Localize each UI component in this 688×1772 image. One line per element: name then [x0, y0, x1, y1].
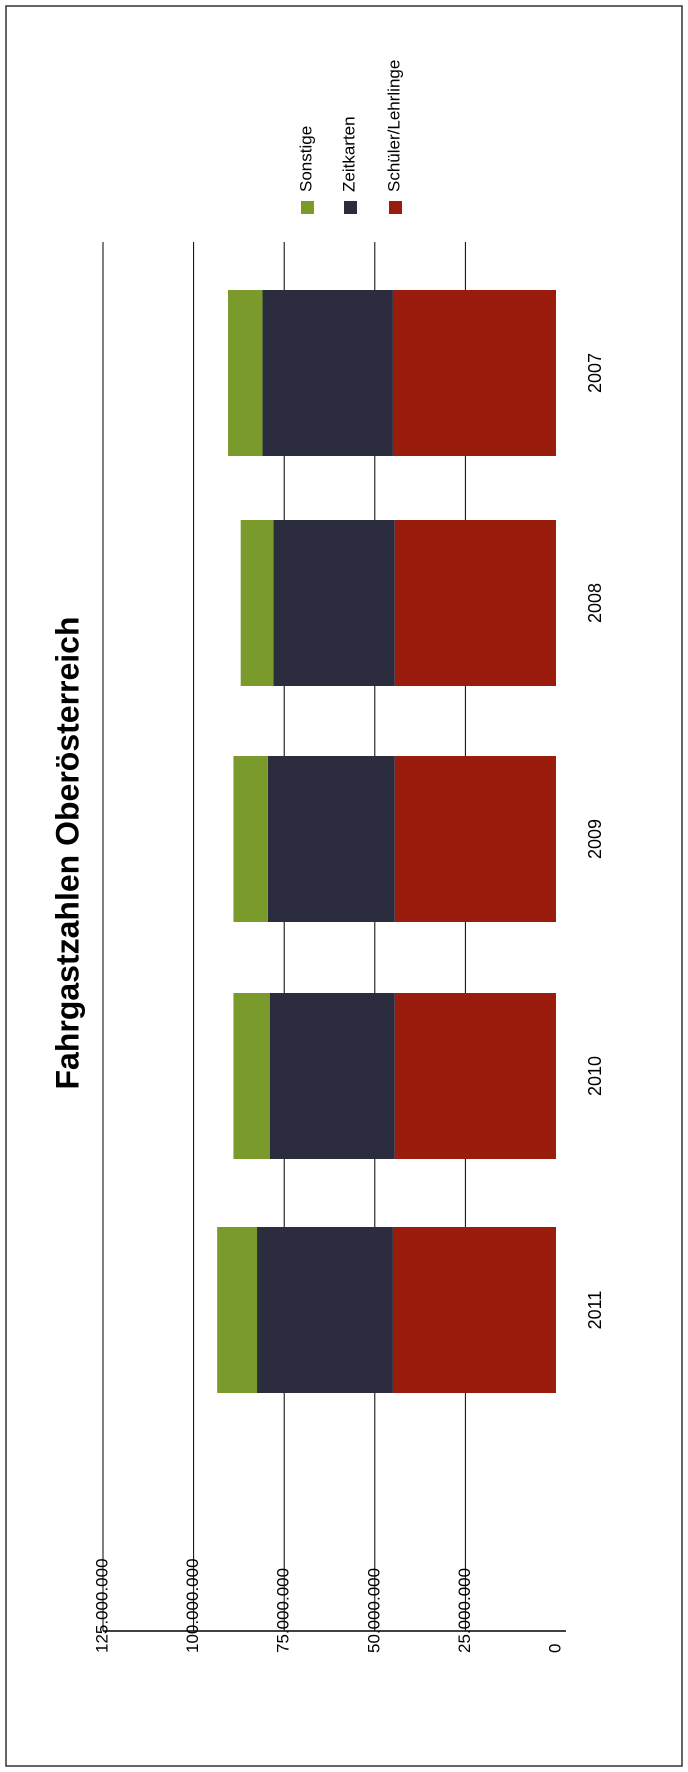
- bar-segment-2007-series-2: [228, 290, 263, 456]
- category-label: 2010: [585, 1056, 605, 1096]
- bar-segment-2009-series-2: [233, 756, 268, 922]
- bar-segment-2008-series-0: [394, 520, 556, 686]
- legend-swatch: [389, 201, 402, 214]
- value-tick-label: 75.000.000: [274, 1568, 293, 1653]
- bars: [217, 290, 556, 1393]
- bar-segment-2007-series-0: [392, 290, 556, 456]
- legend-swatch: [301, 201, 314, 214]
- bar-segment-2008-series-1: [273, 520, 395, 686]
- bar-segment-2011-series-1: [257, 1227, 393, 1393]
- chart-title: Fahrgastzahlen Oberösterreich: [49, 616, 85, 1089]
- value-tick-label: 100.000.000: [183, 1558, 202, 1653]
- category-label: 2008: [585, 583, 605, 623]
- value-tick-label: 125.000.000: [92, 1558, 111, 1653]
- bar-segment-2009-series-0: [394, 756, 556, 922]
- value-axis-ticks: 0 25.000.000 50.000.000 75.000.000 100.000.0…: [92, 1558, 564, 1653]
- legend-label: Sonstige: [296, 126, 315, 192]
- legend-label: Schüler/Lehrlinge: [384, 60, 403, 192]
- value-tick-label: 50.000.000: [364, 1568, 383, 1653]
- category-label: 2009: [585, 819, 605, 859]
- legend-label: Zeitkarten: [339, 116, 358, 192]
- category-label: 2007: [585, 353, 605, 393]
- gridlines: [102, 242, 466, 1631]
- bar-segment-2010-series-2: [233, 993, 270, 1159]
- value-tick-label: 25.000.000: [455, 1568, 474, 1653]
- bar-segment-2011-series-0: [392, 1227, 556, 1393]
- bar-segment-2010-series-0: [394, 993, 556, 1159]
- value-tick-label: 0: [545, 1644, 564, 1653]
- bar-segment-2009-series-1: [267, 756, 395, 922]
- legend: Sonstige Zeitkarten Schüler/Lehrlinge: [296, 60, 403, 214]
- bar-segment-2008-series-2: [240, 520, 274, 686]
- category-axis-labels: 2007 2008 2009 2010 2011: [585, 353, 605, 1329]
- bar-segment-2011-series-2: [217, 1227, 258, 1393]
- legend-swatch: [344, 201, 357, 214]
- category-label: 2011: [585, 1291, 605, 1330]
- bar-segment-2010-series-1: [269, 993, 395, 1159]
- bar-segment-2007-series-1: [262, 290, 393, 456]
